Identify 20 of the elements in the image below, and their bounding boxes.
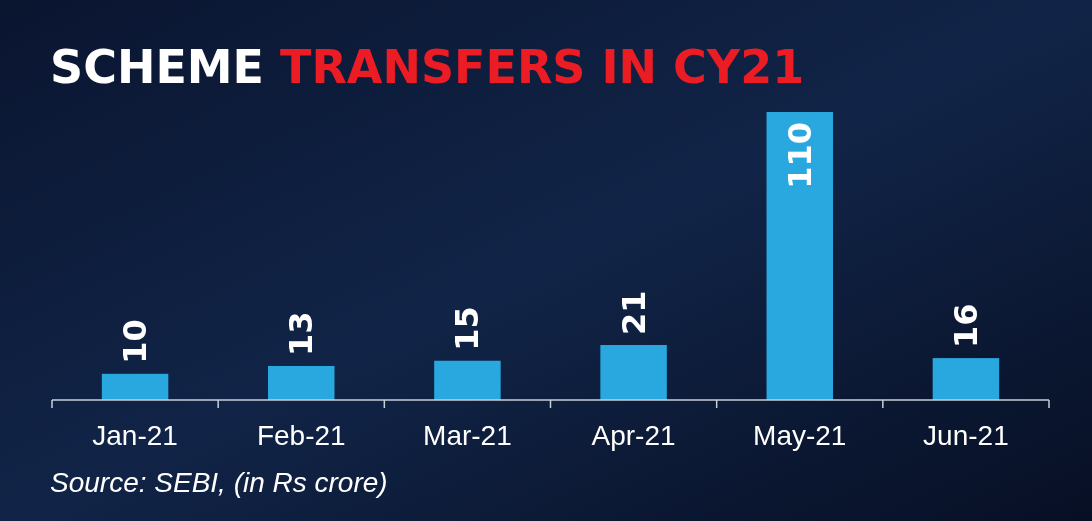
data-label: 15 (448, 306, 487, 351)
x-tick-label: Jun-21 (923, 420, 1009, 451)
bar (600, 345, 667, 400)
bar (434, 360, 501, 400)
bar (101, 373, 169, 400)
x-tick-label: Mar-21 (423, 420, 512, 451)
x-tick-label: Jan-21 (92, 420, 178, 451)
source-note: Source: SEBI, (in Rs crore) (50, 467, 388, 498)
x-tick-label: May-21 (753, 420, 847, 451)
bar (932, 358, 1000, 400)
bar (268, 365, 335, 400)
data-label: 16 (946, 303, 985, 349)
chart-title: SCHEME TRANSFERS IN CY21 (50, 40, 805, 94)
data-label: 21 (614, 290, 653, 336)
data-label: 110 (780, 122, 819, 189)
x-tick-label: Apr-21 (591, 420, 676, 451)
bar (766, 112, 833, 400)
x-tick-label: Feb-21 (256, 420, 346, 451)
data-label: 10 (116, 319, 155, 364)
data-label: 13 (282, 311, 321, 356)
